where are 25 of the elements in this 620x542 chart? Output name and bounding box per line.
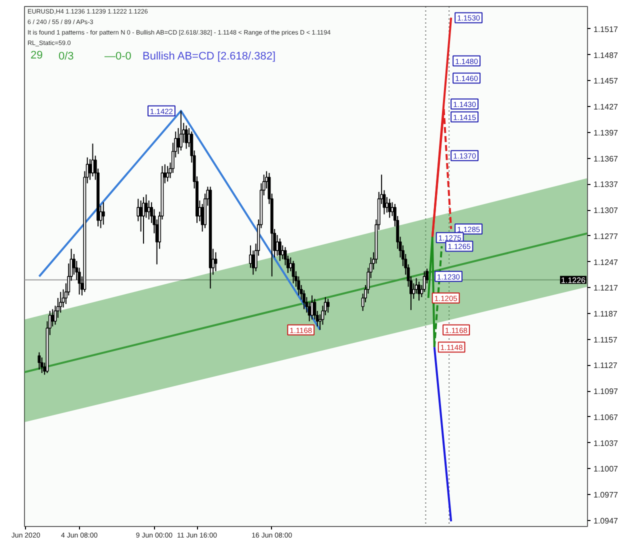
ref-line-label: 1.1226 <box>561 276 586 285</box>
y-tick-label: 1.0947 <box>594 516 619 526</box>
y-tick-label: 1.1277 <box>594 232 619 241</box>
y-tick-label: 1.1427 <box>594 102 619 112</box>
y-tick-label: 1.1007 <box>594 464 619 474</box>
y-tick-label: 1.1367 <box>594 154 619 164</box>
y-tick-label: 1.1067 <box>594 412 619 422</box>
y-tick-label: 1.0977 <box>594 490 619 500</box>
annotation: Bullish AB=CD [2.618/.382] <box>142 50 276 62</box>
y-tick-label: 1.1397 <box>594 128 619 138</box>
y-tick-label: 1.1157 <box>594 335 618 344</box>
annotation: 29 <box>30 50 43 62</box>
y-tick-label: 1.1457 <box>594 76 619 86</box>
annotation: —0-0 <box>104 50 132 62</box>
y-tick-label: 1.1127 <box>594 361 618 370</box>
y-tick-label: 1.1517 <box>594 24 619 34</box>
y-tick-label: 1.1247 <box>594 258 619 267</box>
y-tick-label: 1.1037 <box>594 438 619 448</box>
y-tick-label: 1.1307 <box>594 206 619 216</box>
y-tick-label: 1.1097 <box>594 387 619 396</box>
annotation: 0/3 <box>58 50 74 62</box>
y-tick-label: 1.1487 <box>594 50 619 60</box>
y-tick-label: 1.1187 <box>594 310 618 318</box>
y-tick-label: 1.1337 <box>594 180 619 190</box>
y-tick-label: 1.1217 <box>594 284 619 293</box>
